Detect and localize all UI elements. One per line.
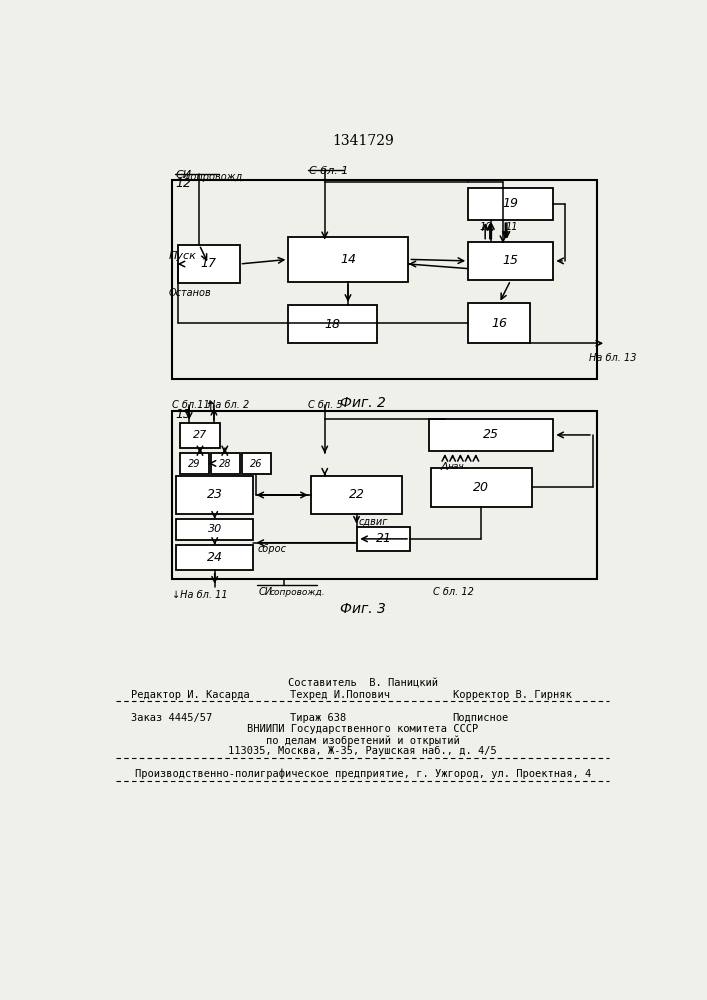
Text: 26: 26	[250, 459, 262, 469]
Text: Редактор И. Касарда: Редактор И. Касарда	[131, 690, 250, 700]
Text: 17: 17	[201, 257, 216, 270]
Text: Подписное: Подписное	[452, 713, 509, 723]
Text: Составитель  В. Паницкий: Составитель В. Паницкий	[288, 678, 438, 688]
Text: 16: 16	[491, 317, 507, 330]
Text: по делам изобретений и открытий: по делам изобретений и открытий	[266, 735, 460, 746]
Text: 25: 25	[484, 428, 499, 441]
Text: ↑: ↑	[204, 400, 216, 414]
Bar	[429, 419, 554, 451]
Bar	[431, 468, 532, 507]
Bar	[288, 305, 378, 343]
Text: сброс: сброс	[257, 544, 286, 554]
Text: 15: 15	[503, 254, 519, 267]
Bar	[180, 423, 220, 448]
Bar	[180, 453, 209, 474]
Text: 28: 28	[219, 459, 231, 469]
Text: С бл.11: С бл.11	[172, 400, 210, 410]
Bar	[177, 245, 240, 283]
Text: сопровожд.: сопровожд.	[270, 588, 325, 597]
Bar	[468, 303, 530, 343]
Text: 18: 18	[325, 318, 341, 331]
Text: СИ: СИ	[175, 170, 192, 180]
Text: 29: 29	[188, 459, 200, 469]
Bar	[172, 411, 597, 579]
Bar	[211, 453, 240, 474]
Bar	[468, 242, 554, 280]
Text: 19: 19	[503, 197, 519, 210]
Bar	[288, 237, 409, 282]
Text: 12: 12	[175, 177, 191, 190]
Text: На бл. 2: На бл. 2	[209, 400, 250, 410]
Text: 21: 21	[375, 532, 392, 545]
Text: СИ: СИ	[259, 587, 273, 597]
Text: Фиг. 2: Фиг. 2	[340, 396, 385, 410]
Text: 10: 10	[480, 222, 492, 232]
Text: Техред И.Попович: Техред И.Попович	[290, 690, 390, 700]
Text: С бл. 1: С бл. 1	[309, 166, 349, 176]
Text: С бл. 5: С бл. 5	[308, 400, 342, 410]
Text: Корректор В. Гирняк: Корректор В. Гирняк	[452, 690, 571, 700]
Text: 23: 23	[206, 488, 223, 501]
Text: 27: 27	[193, 430, 207, 440]
Text: сдвиг: сдвиг	[358, 517, 387, 527]
Text: Останов: Останов	[168, 288, 211, 298]
Text: На бл. 13: На бл. 13	[589, 353, 636, 363]
Text: 20: 20	[473, 481, 489, 494]
Bar	[172, 180, 597, 379]
Bar	[176, 545, 253, 570]
Bar	[176, 519, 253, 540]
Text: Пуск: Пуск	[168, 251, 196, 261]
Text: 11: 11	[506, 222, 518, 232]
Text: Производственно-полиграфическое предприятие, г. Ужгород, ул. Проектная, 4: Производственно-полиграфическое предприя…	[134, 768, 591, 779]
Bar	[176, 476, 253, 514]
Text: 22: 22	[349, 488, 365, 501]
Bar	[468, 188, 554, 220]
Text: 30: 30	[208, 524, 222, 534]
Text: ВНИИПИ Государственного комитета СССР: ВНИИПИ Государственного комитета СССР	[247, 724, 479, 734]
Text: ↓На бл. 11: ↓На бл. 11	[172, 590, 228, 600]
Text: 13: 13	[175, 408, 191, 421]
Text: 14: 14	[340, 253, 356, 266]
Text: 1341729: 1341729	[332, 134, 394, 148]
Text: 24: 24	[206, 551, 223, 564]
Bar	[242, 453, 271, 474]
Text: Заказ 4445/57: Заказ 4445/57	[131, 713, 212, 723]
Text: С бл. 12: С бл. 12	[433, 587, 474, 597]
Bar	[311, 476, 402, 514]
Text: сопровожд.: сопровожд.	[186, 172, 247, 182]
Text: Тираж 638: Тираж 638	[290, 713, 346, 723]
Text: нач.: нач.	[448, 462, 467, 471]
Text: А: А	[441, 462, 449, 472]
Text: Фиг. 3: Фиг. 3	[340, 602, 385, 616]
Bar	[357, 527, 410, 551]
Text: 113035, Москва, Ж-35, Раушская наб., д. 4/5: 113035, Москва, Ж-35, Раушская наб., д. …	[228, 746, 497, 756]
